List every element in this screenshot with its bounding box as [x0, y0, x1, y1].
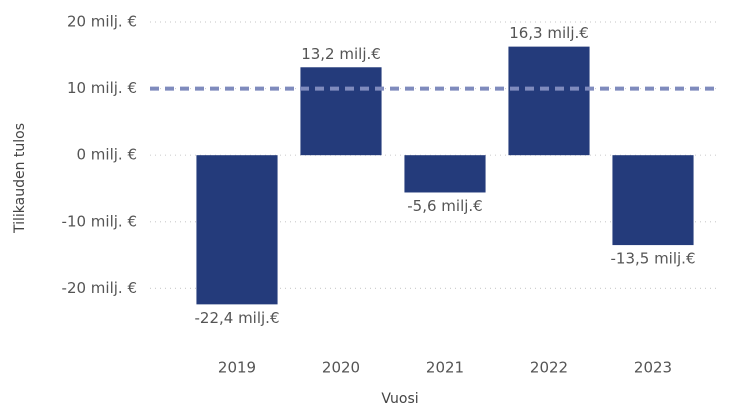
y-tick-label: -20 milj. €	[62, 279, 137, 297]
bar	[196, 155, 278, 305]
y-tick-label: 0 milj. €	[76, 146, 137, 164]
y-tick-label: 20 milj. €	[67, 12, 137, 30]
y-axis-title: Tilikauden tulos	[12, 123, 28, 234]
x-tick-label: 2023	[634, 359, 672, 377]
x-tick-label: 2022	[530, 359, 568, 377]
data-label: -22,4 milj.€	[194, 309, 279, 327]
data-label: 13,2 milj.€	[301, 45, 381, 63]
bar	[508, 46, 590, 156]
x-axis-title: Vuosi	[381, 391, 418, 407]
y-tick-label: -10 milj. €	[62, 212, 137, 230]
x-tick-label: 2019	[218, 359, 256, 377]
x-tick-label: 2021	[426, 359, 464, 377]
bar	[300, 67, 382, 156]
data-label: -13,5 milj.€	[610, 250, 695, 268]
data-label: -5,6 milj.€	[407, 197, 482, 215]
y-tick-label: 10 milj. €	[67, 79, 137, 97]
x-tick-label: 2020	[322, 359, 360, 377]
bar	[612, 155, 694, 246]
bar	[404, 155, 486, 193]
data-label: 16,3 milj.€	[509, 24, 589, 42]
